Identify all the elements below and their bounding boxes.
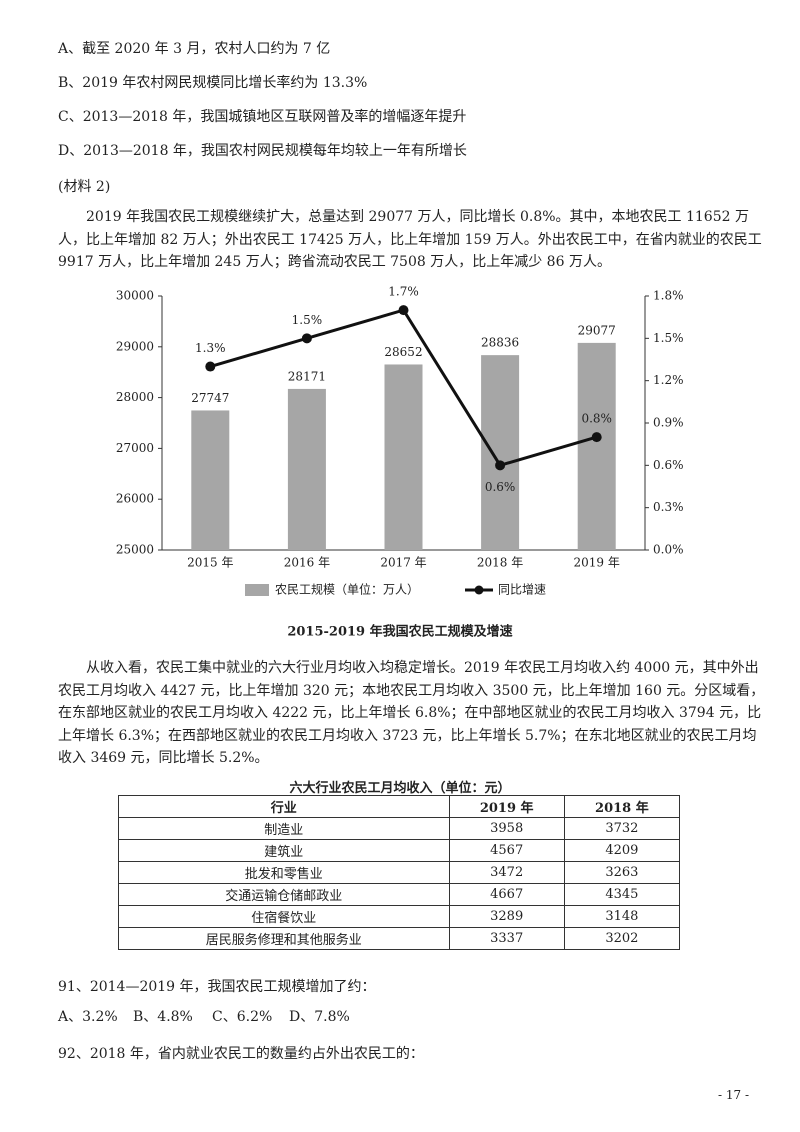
x-tick-label: 2018 年 xyxy=(477,556,523,570)
table-cell: 3732 xyxy=(563,817,681,840)
y2-tick-label: 0.6% xyxy=(653,458,684,472)
option: B、2019 年农村网民规模同比增长率约为 13.3% xyxy=(58,75,368,91)
y2-tick-label: 1.2% xyxy=(653,373,684,387)
bar xyxy=(191,410,230,550)
table-cell: 3958 xyxy=(448,817,565,840)
option: A、截至 2020 年 3 月，农村人口约为 7 亿 xyxy=(58,41,331,57)
table-row: 行业 2019 年 2018 年 xyxy=(118,795,681,818)
bar xyxy=(481,355,520,550)
bar xyxy=(287,388,326,550)
question-option: A、3.2% xyxy=(58,1009,118,1025)
table-cell: 3263 xyxy=(563,861,681,884)
table-cell: 3472 xyxy=(448,861,565,884)
marker xyxy=(205,361,216,372)
table-title: 六大行业农民工月均收入（单位：元） xyxy=(289,781,511,796)
bar xyxy=(384,364,423,550)
table-cell: 3148 xyxy=(563,905,681,928)
table-cell: 交通运输仓储邮政业 xyxy=(118,883,450,906)
question-option: C、6.2% xyxy=(212,1009,273,1025)
table-cell: 建筑业 xyxy=(118,839,450,862)
chart-title: 2015-2019 年我国农民工规模及增速 xyxy=(287,624,512,640)
x-tick-label: 2015 年 xyxy=(187,556,233,570)
paragraph: 从收入看，农民工集中就业的六大行业月均收入均稳定增长。2019 年农民工月均收入… xyxy=(58,660,765,766)
y-tick-label: 29000 xyxy=(116,339,154,353)
data-label: 1.7% xyxy=(388,285,419,299)
table-cell: 2019 年 xyxy=(448,795,565,818)
data-label: 29077 xyxy=(578,323,616,337)
y-tick-label: 25000 xyxy=(116,543,154,557)
x-tick-label: 2019 年 xyxy=(574,556,620,570)
data-label: 28836 xyxy=(481,336,519,350)
table-cell: 制造业 xyxy=(118,817,450,840)
data-label: 0.8% xyxy=(581,412,612,426)
table-row: 交通运输仓储邮政业 4667 4345 xyxy=(118,883,681,906)
y2-tick-label: 0.0% xyxy=(653,543,684,557)
table-cell: 住宿餐饮业 xyxy=(118,905,450,928)
option: C、2013—2018 年，我国城镇地区互联网普及率的增幅逐年提升 xyxy=(58,109,467,125)
marker xyxy=(495,460,506,471)
page-number: - 17 - xyxy=(718,1088,750,1102)
table: 行业 2019 年 2018 年制造业 3958 3732 建筑业 4567 4209 批发和零… xyxy=(118,795,681,950)
table-row: 建筑业 4567 4209 xyxy=(118,839,681,862)
table-cell: 2018 年 xyxy=(563,795,681,818)
data-label: 28652 xyxy=(384,345,422,359)
legend-swatch xyxy=(474,585,484,595)
x-tick-label: 2017 年 xyxy=(380,556,426,570)
marker xyxy=(301,333,312,344)
table-cell: 4667 xyxy=(448,883,565,906)
paragraph: 2019 年我国农民工规模继续扩大，总量达到 29077 万人，同比增长 0.8… xyxy=(58,209,762,270)
marker xyxy=(591,432,602,443)
y-tick-label: 30000 xyxy=(116,289,154,303)
table-row: 住宿餐饮业 3289 3148 xyxy=(118,905,681,928)
table-cell: 行业 xyxy=(118,795,450,818)
y-tick-label: 27000 xyxy=(116,441,154,455)
table-cell: 批发和零售业 xyxy=(118,861,450,884)
y2-tick-label: 0.9% xyxy=(653,416,684,430)
table-row: 居民服务修理和其他服务业 3337 3202 xyxy=(118,927,681,950)
table-cell: 3337 xyxy=(448,927,565,950)
question-option: D、7.8% xyxy=(289,1009,350,1025)
table-cell: 4209 xyxy=(563,839,681,862)
y2-tick-label: 0.3% xyxy=(653,500,684,514)
table-row: 制造业 3958 3732 xyxy=(118,817,681,840)
bar xyxy=(577,342,616,550)
legend-label: 同比增速 xyxy=(498,583,546,597)
option: D、2013—2018 年，我国农村网民规模每年均较上一年有所增长 xyxy=(58,143,467,159)
legend-label: 农民工规模（单位：万人） xyxy=(275,582,419,597)
y2-tick-label: 1.5% xyxy=(653,331,684,345)
table-cell: 3289 xyxy=(448,905,565,928)
question: 92、2018 年，省内就业农民工的数量约占外出农民工的： xyxy=(58,1046,424,1062)
table-cell: 4345 xyxy=(563,883,681,906)
table-cell: 3202 xyxy=(563,927,681,950)
data-label: 1.5% xyxy=(292,313,323,327)
table-cell: 居民服务修理和其他服务业 xyxy=(118,927,450,950)
table-cell: 4567 xyxy=(448,839,565,862)
material-label: (材料 2) xyxy=(58,179,111,195)
y2-tick-label: 1.8% xyxy=(653,289,684,303)
question-option: B、4.8% xyxy=(133,1009,193,1025)
data-label: 28171 xyxy=(288,369,326,383)
x-tick-label: 2016 年 xyxy=(284,556,330,570)
marker xyxy=(398,305,409,316)
y-tick-label: 26000 xyxy=(116,492,154,506)
data-label: 1.3% xyxy=(195,341,226,355)
data-label: 27747 xyxy=(191,391,229,405)
legend-swatch xyxy=(245,584,269,596)
data-label: 0.6% xyxy=(485,480,516,494)
table-row: 批发和零售业 3472 3263 xyxy=(118,861,681,884)
y-tick-label: 28000 xyxy=(116,390,154,404)
question: 91、2014—2019 年，我国农民工规模增加了约： xyxy=(58,979,376,995)
